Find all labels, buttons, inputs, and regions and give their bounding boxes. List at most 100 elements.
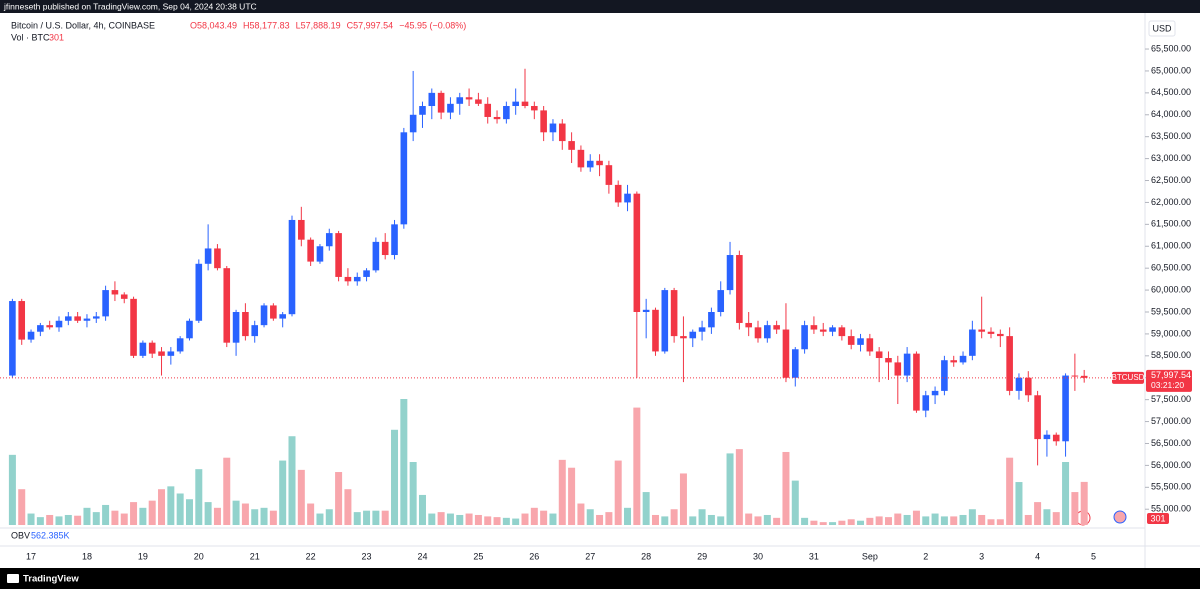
candle-body (195, 263, 203, 321)
candle-body (270, 305, 277, 319)
candle-body (428, 92, 436, 107)
candle-body (325, 233, 333, 247)
y-tick-label: 65,500.00 (1151, 43, 1191, 53)
volume-bar (586, 509, 594, 525)
ohlc-value: L57,888.19 (296, 20, 341, 30)
ohlc-value: −45.95 (−0.08%) (399, 20, 466, 30)
x-tick-label: Sep (862, 551, 878, 561)
currency-box[interactable] (1148, 20, 1176, 37)
x-tick-label: 24 (417, 551, 427, 561)
obv-label: OBV (11, 530, 30, 540)
candle-body (27, 331, 35, 340)
flag-icon[interactable] (1113, 510, 1127, 524)
candle-body (568, 141, 575, 150)
candle-body (232, 312, 240, 343)
volume-bar (493, 517, 501, 525)
candle-body (633, 193, 641, 312)
volume-bar (884, 517, 892, 525)
volume-bar (251, 509, 259, 525)
volume-bar (959, 514, 967, 525)
volume-bar (558, 459, 566, 525)
candle-body (204, 248, 212, 264)
x-tick-label: 30 (753, 551, 763, 561)
candle-body (503, 106, 510, 120)
y-tick-label: 58,500.00 (1151, 350, 1191, 360)
candle-body (344, 276, 352, 282)
volume-bar (325, 509, 333, 525)
candle-body (381, 241, 389, 256)
volume-bar (596, 514, 604, 525)
x-tick-label: 25 (473, 551, 483, 561)
symbol: Bitcoin / U.S. Dollar, 4h, COINBASE (11, 20, 155, 30)
volume-bar (418, 494, 426, 525)
volume-bar (679, 473, 687, 525)
candle-body (540, 110, 547, 133)
volume-bar (185, 499, 193, 525)
volume-bar (456, 514, 464, 525)
volume-bar (847, 519, 855, 525)
volume-bar (549, 513, 557, 525)
volume-bar (829, 522, 837, 525)
y-tick-label: 61,000.00 (1151, 241, 1191, 251)
candle-body (987, 331, 995, 334)
candle-body (531, 106, 538, 111)
y-tick-label: 59,000.00 (1151, 328, 1191, 338)
candle-body (214, 248, 221, 269)
volume-bar (1052, 512, 1060, 525)
candle-body (130, 298, 137, 356)
candle-body (148, 342, 156, 354)
candle-body (493, 116, 501, 120)
candle-body (791, 349, 799, 378)
volume-bar (922, 516, 930, 525)
volume-bar (940, 516, 948, 525)
last-price-box (1146, 369, 1192, 392)
volume-bar (1071, 492, 1079, 525)
y-tick-label: 55,500.00 (1151, 482, 1191, 492)
y-tick-label: 62,500.00 (1151, 175, 1191, 185)
y-tick-label: 59,500.00 (1151, 306, 1191, 316)
volume-bar (857, 520, 865, 525)
x-tick-label: 21 (250, 551, 260, 561)
candle-body (251, 325, 259, 337)
candle-body (922, 395, 930, 411)
y-tick-label: 57,500.00 (1151, 394, 1191, 404)
candle-body (913, 353, 920, 411)
candle-body (465, 97, 473, 100)
candle-body (969, 329, 976, 356)
candle-body (754, 327, 762, 339)
candle-body (642, 309, 650, 312)
volume-bar (614, 460, 622, 525)
candle-body (875, 351, 883, 359)
volume-legend-value: 301 (49, 32, 64, 42)
footer-bar (0, 568, 1200, 589)
candle-body (1015, 377, 1023, 391)
volume-bar (568, 467, 576, 525)
candle-body (288, 219, 296, 315)
candle-body (74, 316, 81, 321)
candle-body (997, 333, 1004, 337)
volume-bar (782, 451, 790, 525)
obv-value: 562.385K (31, 530, 70, 540)
volume-bar (903, 514, 911, 525)
candle-body (158, 351, 165, 356)
volume-bar (18, 489, 26, 525)
x-tick-label: 26 (529, 551, 539, 561)
volume-bar (1043, 509, 1051, 525)
x-tick-label: 22 (306, 551, 316, 561)
candle-body (456, 97, 464, 104)
volume-bar (530, 507, 538, 525)
volume-bar (446, 513, 454, 525)
y-tick-label: 57,000.00 (1151, 416, 1191, 426)
volume-bar (763, 514, 771, 525)
candle-body (37, 325, 44, 332)
volume-bar (381, 510, 389, 525)
y-tick-label: 55,000.00 (1151, 504, 1191, 514)
y-tick-label: 64,500.00 (1151, 87, 1191, 97)
candle-body (698, 327, 706, 332)
volume-bar (689, 516, 697, 525)
candle-body (764, 325, 771, 339)
y-tick-label: 56,000.00 (1151, 460, 1191, 470)
candle-body (484, 103, 492, 117)
candle-body (120, 294, 128, 299)
